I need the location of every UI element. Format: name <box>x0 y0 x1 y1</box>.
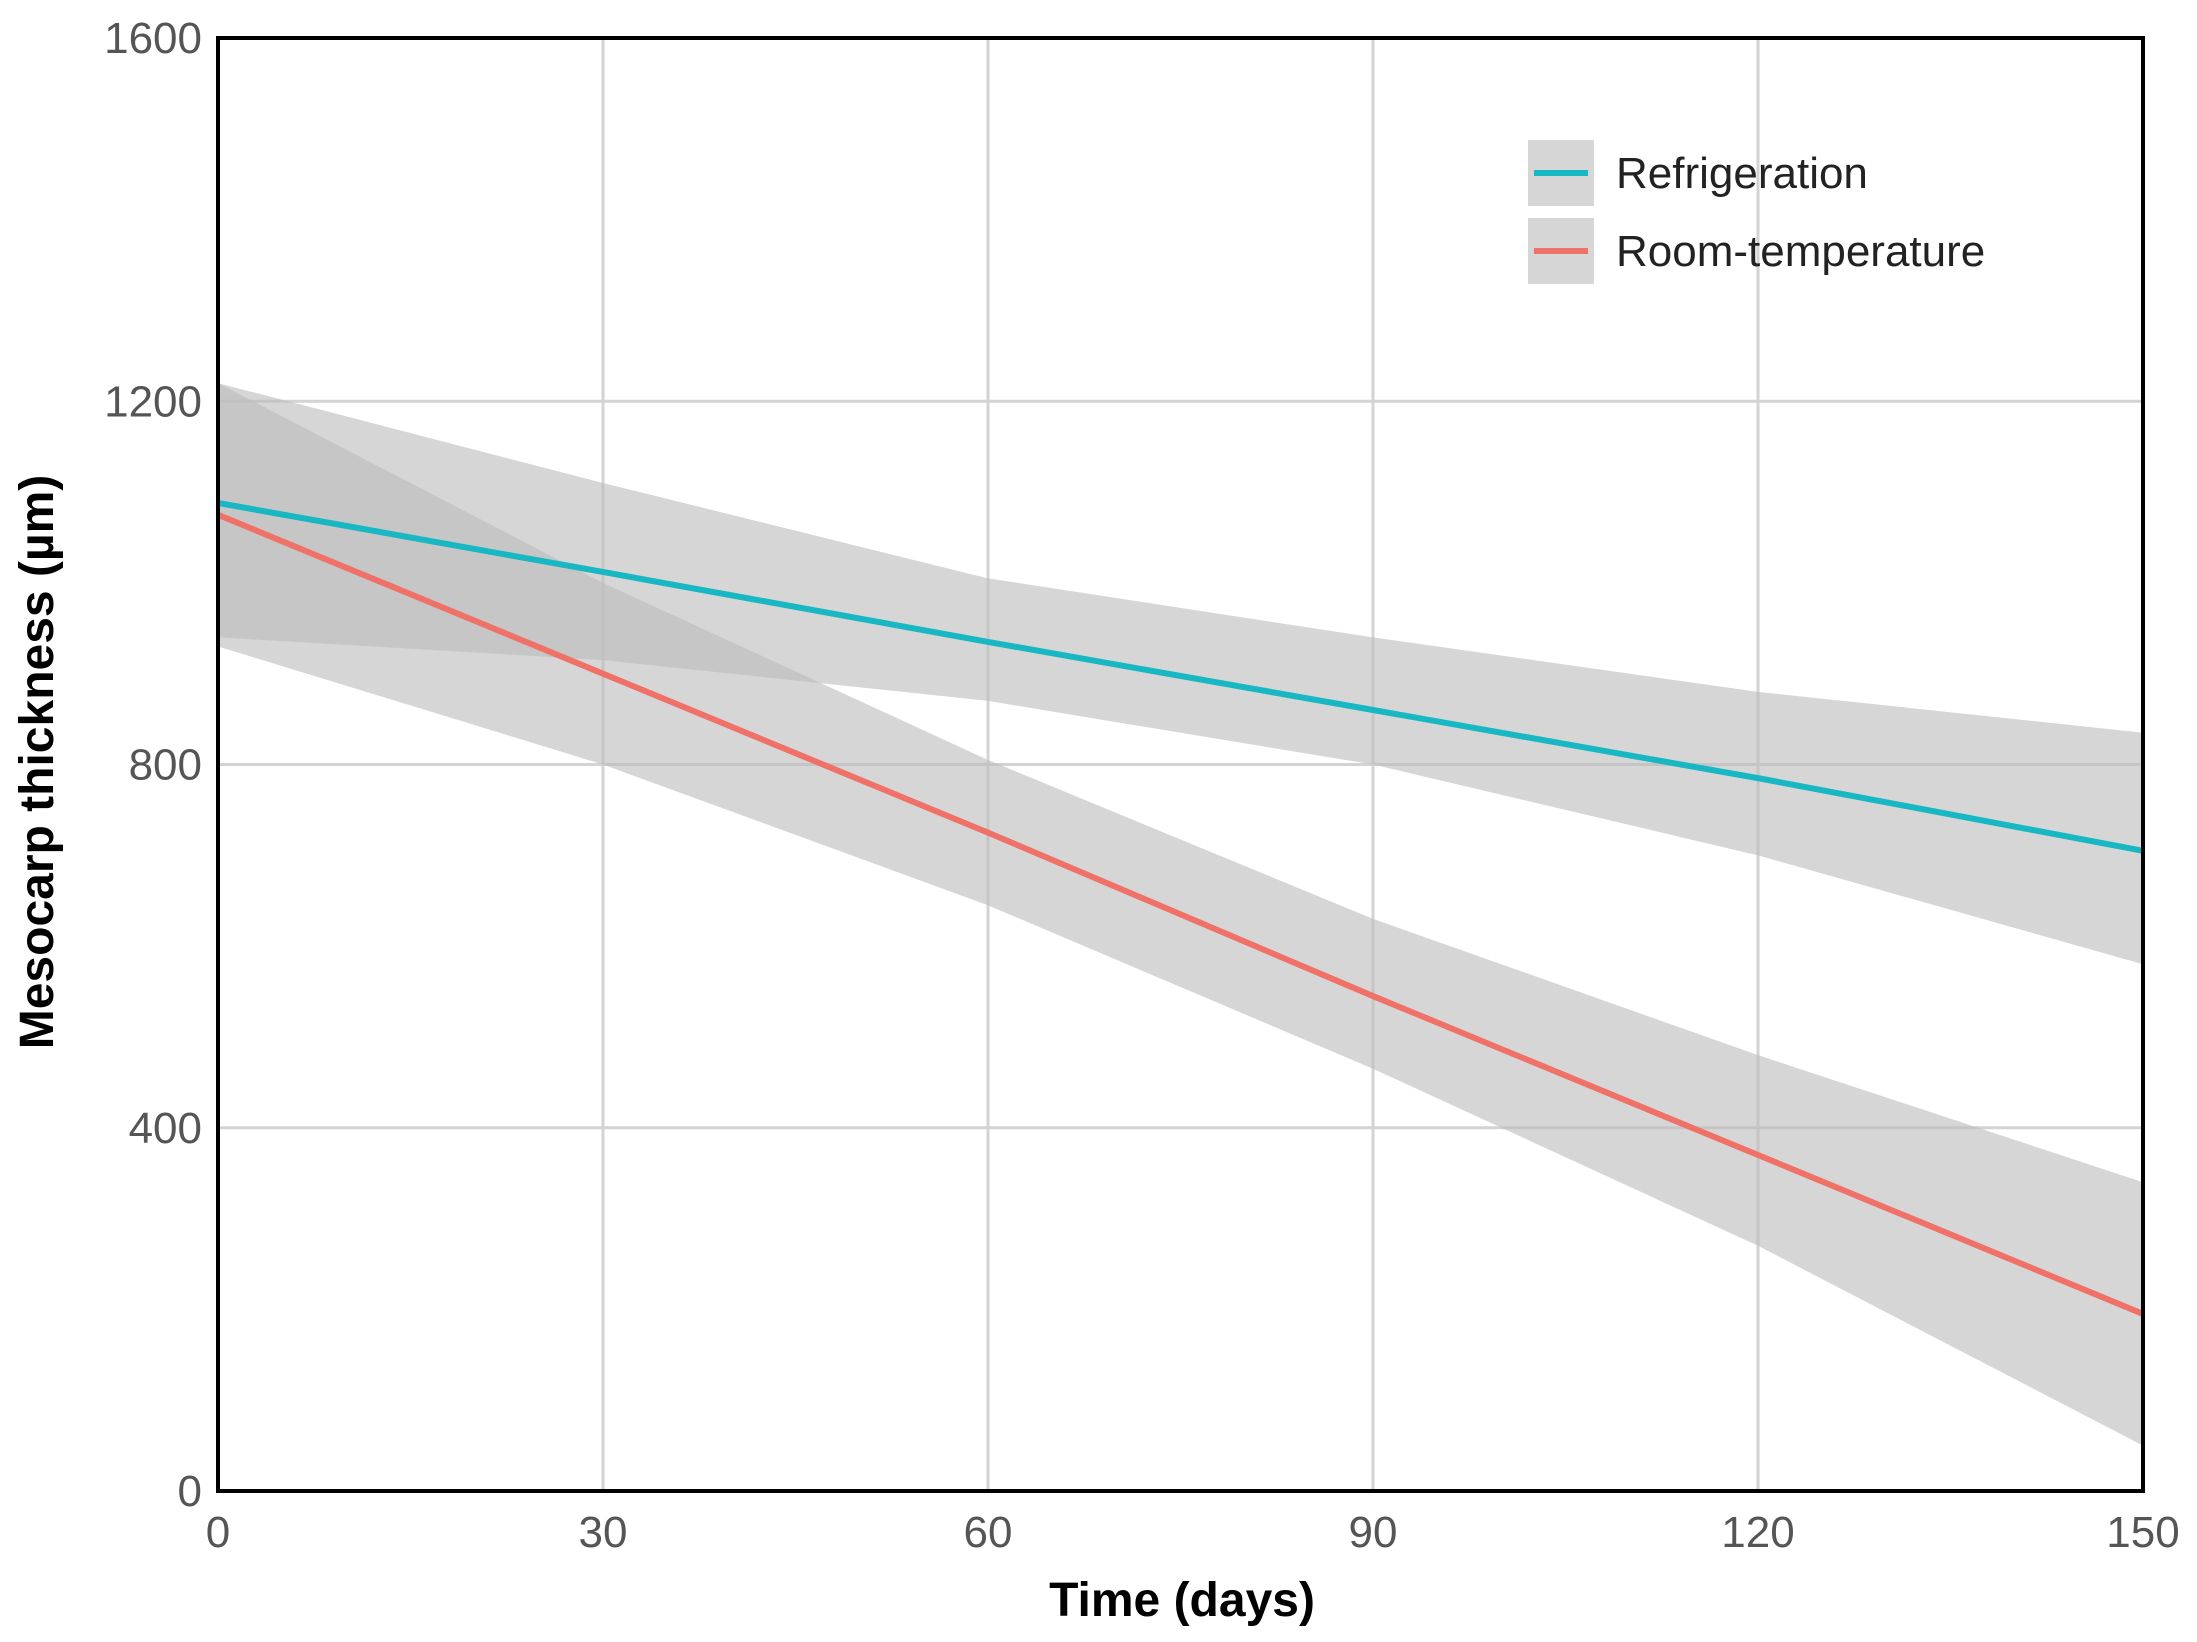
x-tick-label: 30 <box>579 1508 628 1557</box>
y-tick-label: 1600 <box>104 14 202 63</box>
x-tick-label: 120 <box>1721 1508 1794 1557</box>
tick-labels: 0 30 60 90 120 150 0 400 800 1200 1600 <box>104 14 2180 1557</box>
legend-label-room-temperature: Room-temperature <box>1616 227 1985 276</box>
x-tick-label: 90 <box>1349 1508 1398 1557</box>
legend: Refrigeration Room-temperature <box>1528 140 1985 284</box>
y-tick-label: 1200 <box>104 377 202 426</box>
y-axis-title: Mesocarp thickness (µm) <box>11 475 64 1050</box>
y-tick-label: 800 <box>129 741 202 790</box>
x-tick-label: 60 <box>964 1508 1013 1557</box>
x-axis-title: Time (days) <box>1049 1574 1315 1627</box>
y-tick-label: 0 <box>178 1467 202 1516</box>
series-line-refrigeration <box>217 500 2144 854</box>
y-tick-label: 400 <box>129 1104 202 1153</box>
legend-label-refrigeration: Refrigeration <box>1616 149 1868 198</box>
x-tick-label: 0 <box>206 1508 230 1557</box>
series-line-room-temperature <box>216 511 2145 1317</box>
series-lines <box>216 500 2145 1317</box>
plot-frame <box>216 36 2145 1493</box>
x-tick-label: 150 <box>2106 1508 2179 1557</box>
